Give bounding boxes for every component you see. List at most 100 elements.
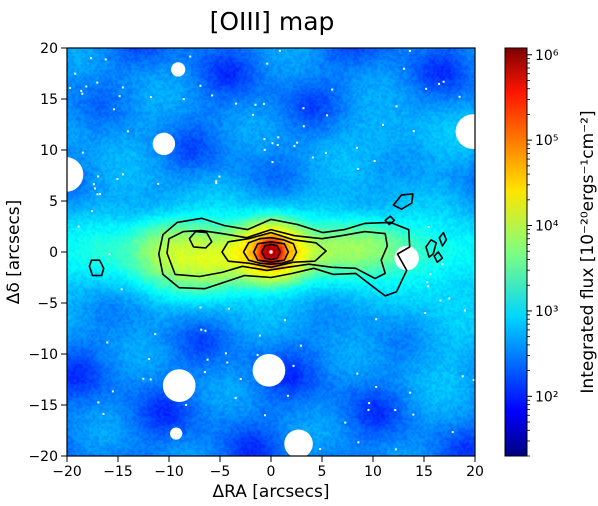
flux-contours bbox=[88, 193, 448, 297]
masked-pixel bbox=[97, 175, 100, 178]
masked-pixel bbox=[409, 391, 412, 394]
masked-pixel bbox=[258, 334, 261, 337]
masked-pixel bbox=[302, 107, 305, 110]
y-tick-label: −20 bbox=[28, 449, 58, 465]
masked-region bbox=[171, 62, 186, 77]
contour-line bbox=[392, 193, 414, 210]
masked-pixel bbox=[264, 414, 267, 417]
masked-pixel bbox=[189, 55, 192, 58]
masked-pixel bbox=[185, 403, 188, 406]
masked-region bbox=[162, 369, 196, 402]
masked-pixel bbox=[81, 151, 84, 154]
masked-pixel bbox=[395, 105, 398, 108]
masked-pixel bbox=[344, 421, 347, 424]
masked-pixel bbox=[252, 113, 255, 116]
masked-pixel bbox=[234, 397, 237, 400]
masked-pixel bbox=[97, 401, 100, 404]
masked-pixel bbox=[118, 95, 121, 98]
masked-pixel bbox=[276, 144, 279, 147]
masked-region bbox=[170, 427, 183, 440]
masked-pixel bbox=[262, 102, 265, 105]
nucleus-marker bbox=[268, 249, 274, 255]
masked-pixel bbox=[381, 123, 384, 126]
masked-pixel bbox=[278, 49, 281, 52]
contour-line bbox=[384, 215, 396, 226]
y-tick-label: −15 bbox=[28, 398, 58, 414]
masked-pixel bbox=[121, 86, 124, 89]
masked-pixel bbox=[368, 402, 371, 405]
colorbar-tick-label: 10⁶ bbox=[535, 48, 559, 64]
masked-pixel bbox=[80, 89, 83, 92]
masked-pixel bbox=[215, 181, 218, 184]
masked-pixel bbox=[112, 108, 115, 111]
masked-pixel bbox=[357, 167, 360, 170]
masked-pixel bbox=[96, 81, 99, 84]
masked-pixel bbox=[81, 92, 84, 95]
x-tick-label: −20 bbox=[52, 464, 82, 480]
masked-pixel bbox=[403, 67, 406, 70]
masked-pixel bbox=[121, 173, 124, 176]
masked-pixel bbox=[149, 96, 152, 99]
masked-pixel bbox=[367, 408, 370, 411]
masked-pixel bbox=[286, 394, 289, 397]
y-tick-label: 15 bbox=[40, 92, 58, 108]
colorbar-tick-label: 10⁴ bbox=[535, 219, 559, 235]
masked-pixel bbox=[69, 86, 72, 89]
masked-pixel bbox=[96, 193, 99, 196]
masked-pixel bbox=[296, 141, 299, 144]
masked-pixel bbox=[394, 448, 397, 451]
x-tick-label: −10 bbox=[154, 464, 184, 480]
x-axis-label: ΔRA [arcsecs] bbox=[213, 482, 330, 502]
y-tick-label: −5 bbox=[37, 296, 58, 312]
masked-pixel bbox=[203, 371, 206, 374]
masked-pixel bbox=[263, 148, 266, 151]
masked-pixel bbox=[283, 319, 286, 322]
masked-pixel bbox=[461, 375, 464, 378]
masked-pixel bbox=[331, 88, 334, 91]
contour-line bbox=[438, 231, 448, 247]
x-axis: −20 −15 −10 −5 0 5 10 15 20 bbox=[52, 456, 484, 480]
masked-pixel bbox=[235, 102, 238, 105]
masked-region bbox=[252, 354, 286, 387]
x-tick-label: 5 bbox=[318, 464, 327, 480]
chart-title: [OIII] map bbox=[210, 7, 335, 36]
masked-pixel bbox=[149, 378, 152, 381]
masked-pixel bbox=[226, 361, 229, 364]
masked-pixel bbox=[200, 328, 203, 331]
masked-pixel bbox=[429, 273, 432, 276]
masked-pixel bbox=[178, 394, 181, 397]
masked-pixel bbox=[448, 297, 451, 300]
masked-pixel bbox=[375, 318, 378, 321]
masked-pixel bbox=[412, 413, 415, 416]
masked-pixel bbox=[111, 390, 114, 393]
masked-pixel bbox=[319, 448, 322, 451]
masked-pixel bbox=[324, 152, 327, 155]
masked-pixel bbox=[154, 333, 157, 336]
contour-line bbox=[433, 251, 444, 263]
masked-pixel bbox=[142, 377, 145, 380]
masked-pixel bbox=[426, 281, 429, 284]
masked-pixel bbox=[424, 312, 427, 315]
masked-pixel bbox=[148, 357, 151, 360]
contour-line bbox=[88, 259, 105, 277]
masked-pixel bbox=[85, 85, 88, 88]
masked-pixel bbox=[98, 193, 101, 196]
masked-pixel bbox=[120, 288, 123, 291]
contour-line bbox=[166, 228, 389, 280]
masked-pixel bbox=[357, 441, 360, 444]
masked-pixel bbox=[442, 80, 445, 83]
masked-pixel bbox=[311, 156, 314, 159]
masked-pixel bbox=[254, 103, 257, 106]
masked-pixel bbox=[271, 161, 274, 164]
colorbar-label: Integrated flux [10⁻²⁰ergs⁻¹cm⁻²] bbox=[578, 110, 598, 393]
masked-pixel bbox=[116, 178, 119, 181]
masked-pixel bbox=[182, 98, 185, 101]
contour-line bbox=[242, 236, 298, 265]
colorbar-tick-label: 10³ bbox=[535, 304, 558, 320]
masked-pixel bbox=[218, 175, 221, 178]
x-tick-label: −15 bbox=[103, 464, 133, 480]
masked-pixel bbox=[375, 385, 378, 388]
masked-pixel bbox=[106, 341, 109, 344]
masked-pixel bbox=[263, 137, 266, 140]
masked-pixel bbox=[90, 57, 93, 60]
